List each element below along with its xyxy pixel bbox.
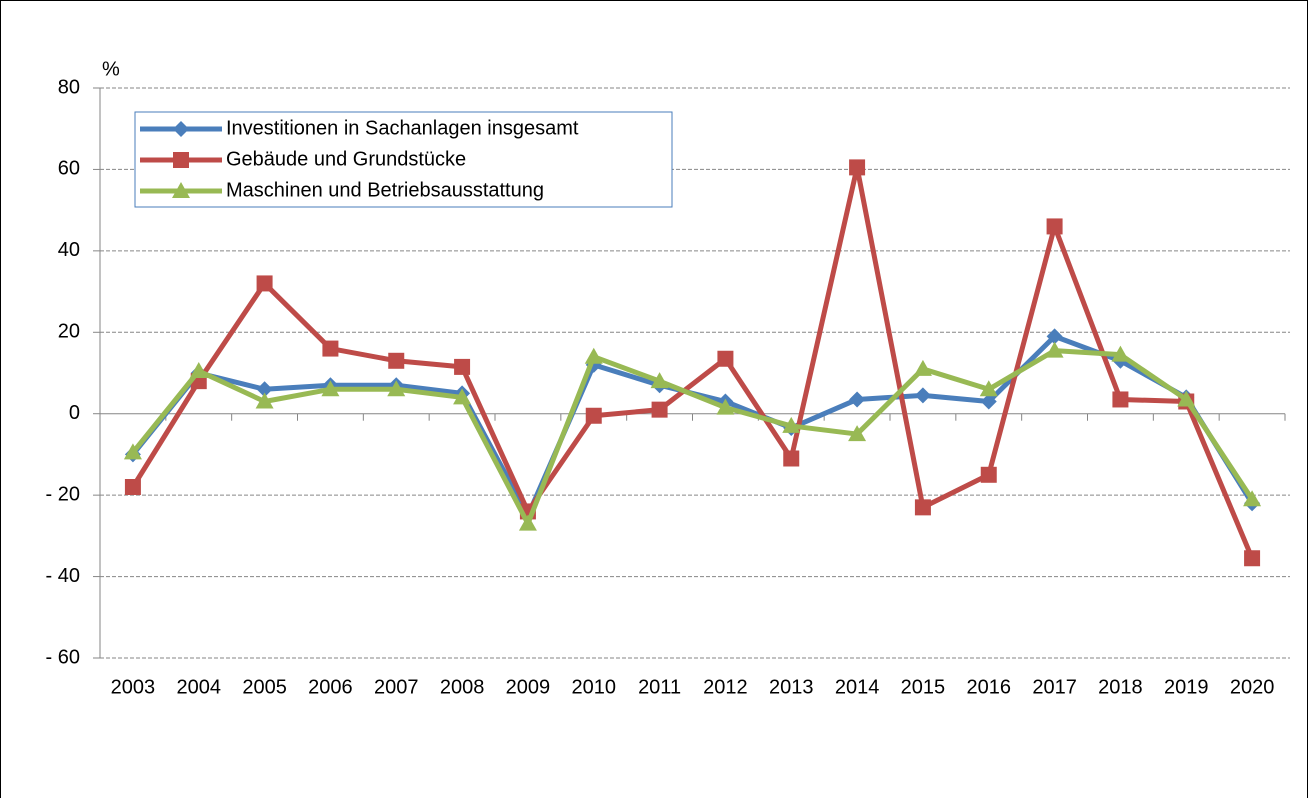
x-tick-label: 2005 [242, 676, 287, 698]
x-tick-label: 2004 [177, 676, 222, 698]
marker-square [388, 352, 405, 369]
y-tick-label: 80 [58, 76, 80, 98]
marker-square [173, 152, 189, 168]
marker-triangle [172, 182, 190, 198]
marker-triangle [189, 361, 208, 378]
y-tick-label: - 60 [46, 646, 80, 668]
marker-square [124, 479, 141, 495]
y-tick-label: 40 [58, 239, 80, 261]
series-line [130, 164, 1255, 560]
marker-diamond [1046, 328, 1063, 345]
x-tick-label: 2008 [440, 676, 485, 698]
marker-square [914, 499, 931, 516]
x-tick-label: 2019 [1164, 676, 1209, 698]
marker-square [1046, 218, 1063, 235]
marker-triangle [255, 392, 274, 409]
marker-triangle [1243, 490, 1262, 507]
x-tick-label: 2006 [308, 676, 353, 698]
marker-square [1112, 391, 1129, 408]
marker-triangle [123, 443, 142, 460]
marker-square [783, 450, 800, 467]
x-tick-label: 2014 [835, 676, 880, 698]
marker-square [717, 350, 734, 367]
series-line [130, 348, 1255, 527]
marker-triangle [848, 425, 867, 442]
x-tick-label: 2012 [703, 676, 748, 698]
marker-triangle [1111, 345, 1130, 362]
x-tick-label: 2009 [506, 676, 551, 698]
marker-diamond [980, 393, 997, 410]
marker-triangle [387, 380, 406, 397]
marker-diamond [914, 387, 931, 404]
marker-triangle [716, 398, 735, 415]
marker-triangle [782, 416, 801, 433]
marker-square [585, 407, 602, 424]
marker-triangle [584, 347, 603, 364]
marker-square [454, 358, 471, 375]
y-tick-label: - 40 [46, 565, 80, 587]
marker-square [256, 275, 273, 292]
x-tick-label: 2011 [638, 676, 681, 698]
legend-label: Gebäude und Grundstücke [226, 148, 466, 170]
marker-square [980, 466, 997, 483]
marker-triangle [979, 380, 998, 397]
marker-diamond [173, 121, 189, 137]
marker-triangle [650, 372, 669, 389]
x-tick-label: 2017 [1032, 676, 1077, 698]
legend-label: Investitionen in Sachanlagen insgesamt [226, 117, 579, 139]
x-tick-label: 2007 [374, 676, 419, 698]
y-tick-label: 20 [58, 321, 80, 343]
y-unit: % [102, 58, 120, 80]
marker-square [1244, 550, 1261, 567]
marker-square [322, 340, 339, 357]
marker-triangle [1045, 341, 1064, 358]
x-tick-label: 2016 [967, 676, 1012, 698]
marker-diamond [849, 391, 866, 408]
x-tick-label: 2018 [1098, 676, 1143, 698]
marker-triangle [453, 388, 472, 405]
x-tick-label: 2013 [769, 676, 814, 698]
marker-square [651, 401, 668, 418]
marker-square [849, 159, 866, 176]
x-tick-label: 2010 [572, 676, 617, 698]
y-tick-label: - 20 [46, 483, 80, 505]
y-tick-label: 60 [58, 158, 80, 180]
y-tick-label: 0 [69, 402, 80, 424]
x-tick-label: 2003 [111, 676, 156, 698]
x-tick-label: 2020 [1230, 676, 1275, 698]
marker-triangle [518, 514, 537, 531]
marker-triangle [321, 380, 340, 397]
marker-triangle [1177, 390, 1196, 407]
legend-label: Maschinen und Betriebsausstattung [226, 179, 544, 201]
marker-diamond [256, 381, 273, 398]
marker-triangle [913, 359, 932, 376]
x-tick-label: 2015 [901, 676, 946, 698]
legend-box [134, 111, 673, 208]
